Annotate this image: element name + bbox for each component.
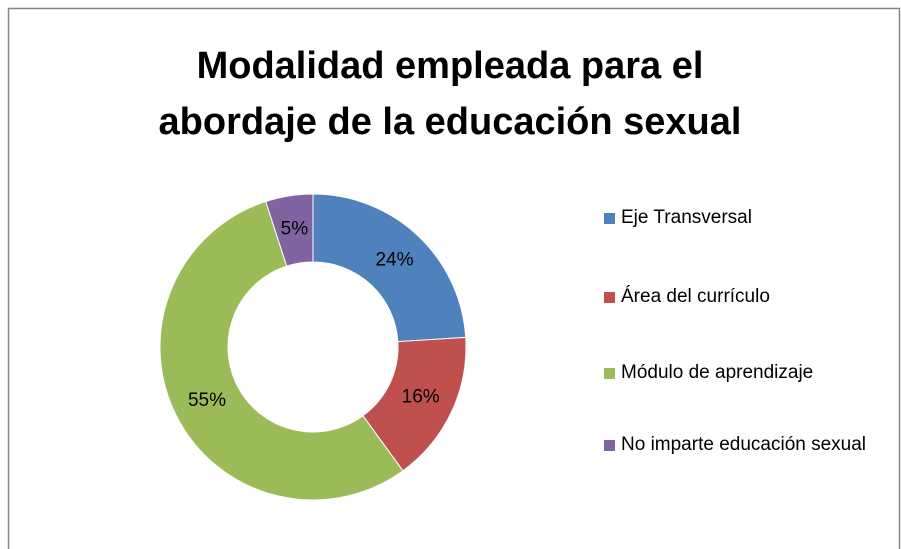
legend-swatch <box>604 440 615 451</box>
legend-swatch <box>604 213 615 224</box>
legend-label: Módulo de aprendizaje <box>621 362 814 383</box>
legend-item: Módulo de aprendizaje <box>604 359 874 387</box>
data-label: 24% <box>375 249 413 270</box>
chart-title: Modalidad empleada para el abordaje de l… <box>158 45 742 143</box>
donut-slice <box>312 193 467 343</box>
frame <box>7 7 901 549</box>
legend-label: Área del currículo <box>621 286 770 307</box>
legend-swatch <box>604 292 615 303</box>
data-label: 55% <box>188 390 226 411</box>
legend-item: Área del currículo <box>604 283 874 311</box>
data-label: 5% <box>281 218 309 239</box>
legend-swatch <box>604 368 615 379</box>
data-label: 16% <box>402 387 440 408</box>
donut-slice <box>265 193 314 267</box>
legend-label: No imparte educación sexual <box>621 434 867 455</box>
legend-item: No imparte educación sexual <box>604 431 874 459</box>
donut-slice <box>159 200 404 501</box>
legend-label: Eje Transversal <box>621 207 752 228</box>
legend-item: Eje Transversal <box>604 204 874 232</box>
